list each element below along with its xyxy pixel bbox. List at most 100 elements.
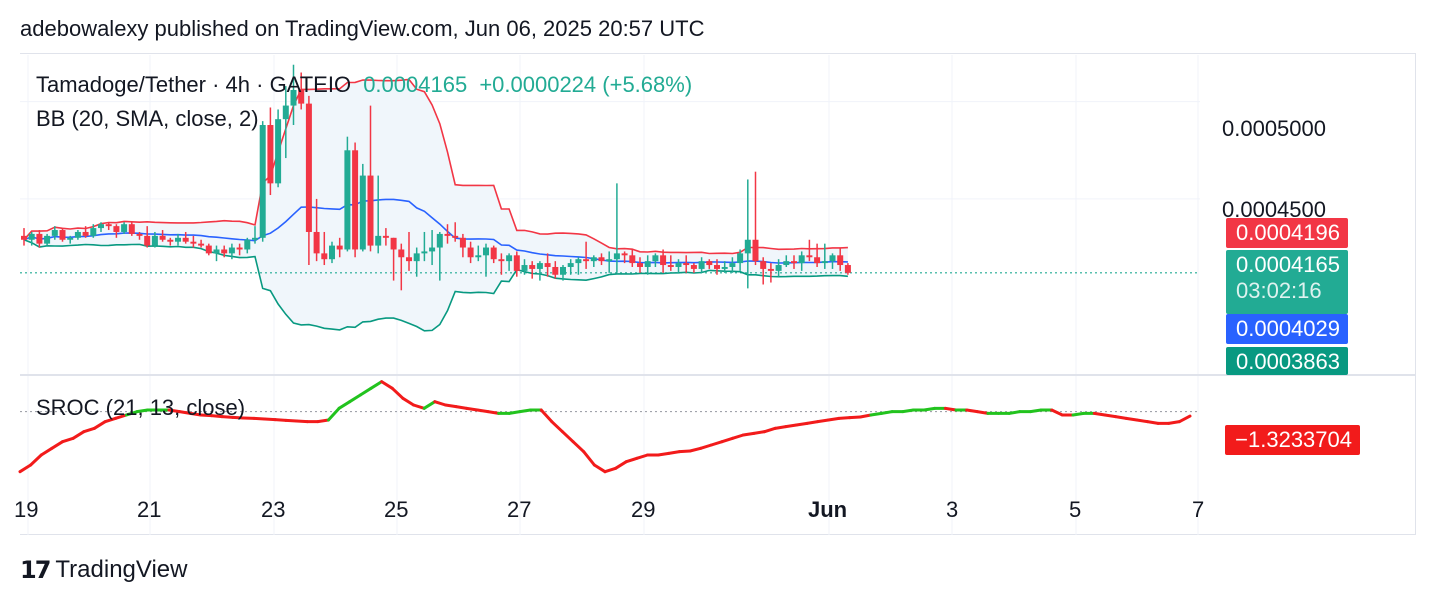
candle-body-58 — [467, 247, 474, 258]
candle-body-81 — [644, 261, 651, 267]
sroc-seg-74 — [794, 421, 809, 427]
sroc-seg-105 — [1124, 416, 1139, 422]
sroc-seg-69 — [741, 431, 756, 437]
sroc-seg-58 — [624, 456, 639, 464]
sroc-seg-67 — [720, 436, 735, 444]
sroc-seg-45 — [486, 410, 501, 415]
sroc-seg-5 — [61, 436, 75, 444]
sroc-seg-12 — [135, 408, 150, 414]
sroc-seg-15 — [167, 408, 182, 414]
candle-body-67 — [536, 263, 543, 269]
candle-body-28 — [236, 247, 243, 250]
candle-body-57 — [459, 237, 466, 248]
sroc-seg-38 — [412, 403, 426, 410]
sroc-seg-80 — [858, 413, 873, 419]
candle-body-98 — [775, 265, 782, 271]
sroc-seg-107 — [1145, 420, 1160, 425]
candle-body-100 — [791, 261, 797, 264]
candle-body-62 — [498, 259, 505, 262]
candle-body-25 — [213, 249, 220, 254]
candle-body-83 — [660, 255, 667, 266]
bb-fill — [24, 79, 848, 331]
candle-body-47 — [382, 235, 389, 238]
candle-body-26 — [221, 249, 228, 254]
candle-body-104 — [821, 261, 828, 264]
sroc-seg-55 — [592, 463, 607, 474]
candle-body-14 — [128, 224, 135, 234]
candle-body-84 — [667, 265, 674, 267]
candle-body-31 — [259, 125, 266, 238]
candle-body-3 — [44, 235, 51, 244]
sroc-seg-32 — [348, 393, 362, 404]
candle-body-80 — [637, 263, 643, 267]
candle-body-38 — [313, 231, 320, 254]
candle-body-75 — [598, 257, 605, 262]
bb-legend-label: BB (20, SMA, close, 2) — [36, 106, 259, 131]
x-tick-jun: Jun — [808, 497, 848, 522]
tradingview-brand: TradingView — [55, 556, 188, 583]
candle-body-2 — [36, 233, 43, 244]
sroc-seg-40 — [433, 400, 447, 407]
sroc-seg-17 — [188, 411, 203, 417]
candle-body-49 — [398, 249, 405, 258]
candle-body-16 — [144, 235, 151, 246]
sroc-seg-11 — [124, 410, 139, 417]
bb-upper-line — [23, 78, 848, 255]
sroc-seg-54 — [582, 450, 596, 467]
candle-body-71 — [567, 263, 574, 267]
sroc-seg-98 — [1050, 408, 1064, 417]
symbol-legend: Tamadoge/Tether · 4h · GATEIO 0.0004165 … — [36, 72, 692, 98]
last-price-value: 0.0004165 — [1236, 252, 1340, 277]
sroc-seg-56 — [603, 466, 618, 474]
sroc-seg-66 — [709, 440, 724, 447]
candle-body-43 — [352, 150, 359, 250]
tradingview-logo-icon: 17 — [20, 556, 51, 584]
sroc-legend-label: SROC (21, 13, close) — [36, 395, 246, 420]
sroc-seg-6 — [71, 430, 86, 440]
candle-body-19 — [167, 239, 174, 242]
sroc-seg-53 — [571, 440, 586, 454]
candle-body-73 — [583, 259, 590, 262]
sroc-seg-94 — [1007, 410, 1022, 415]
publish-header: adebowalexy published on TradingView.com… — [20, 16, 705, 41]
tradingview-footer[interactable]: 17 TradingView — [20, 556, 187, 584]
candle-body-87 — [690, 265, 697, 269]
sroc-seg-61 — [656, 451, 671, 457]
sroc-seg-68 — [731, 433, 745, 440]
candle-body-64 — [513, 255, 520, 271]
candle-body-34 — [282, 105, 289, 120]
sroc-seg-51 — [550, 420, 564, 434]
candle-body-91 — [721, 266, 728, 269]
candle-body-36 — [298, 90, 305, 104]
symbol-title[interactable]: Tamadoge/Tether · 4h · GATEIO — [36, 72, 352, 97]
upper-band-label: 0.0004196 — [1226, 218, 1348, 248]
sroc-seg-96 — [1028, 408, 1043, 414]
sroc-seg-50 — [539, 408, 554, 424]
candle-body-88 — [698, 261, 705, 269]
candle-body-68 — [544, 263, 551, 267]
last-price-label: 0.0004165 03:02:16 — [1226, 250, 1348, 314]
price-change: +0.0000224 (+5.68%) — [479, 72, 693, 97]
price-tick-0004500: 0.0004500 — [1222, 197, 1326, 222]
sroc-seg-64 — [688, 446, 703, 453]
sroc-seg-103 — [1103, 413, 1118, 419]
sroc-seg-79 — [848, 415, 862, 420]
candle-body-90 — [714, 265, 720, 269]
candle-body-63 — [506, 255, 513, 262]
candle-body-82 — [652, 255, 659, 262]
candle-body-95 — [752, 239, 759, 262]
sroc-seg-48 — [518, 408, 533, 414]
bb-legend[interactable]: BB (20, SMA, close, 2) — [36, 106, 259, 132]
sroc-seg-81 — [869, 411, 884, 417]
sroc-seg-70 — [752, 430, 767, 435]
candle-body-8 — [82, 231, 89, 236]
x-tick-25: 25 — [384, 497, 409, 522]
candle-body-65 — [521, 265, 528, 271]
sroc-seg-109 — [1167, 420, 1181, 425]
candle-body-86 — [683, 263, 690, 266]
sroc-seg-102 — [1092, 411, 1107, 417]
candle-body-77 — [613, 253, 620, 260]
candle-body-94 — [744, 239, 751, 254]
sroc-legend[interactable]: SROC (21, 13, close) — [36, 395, 245, 421]
